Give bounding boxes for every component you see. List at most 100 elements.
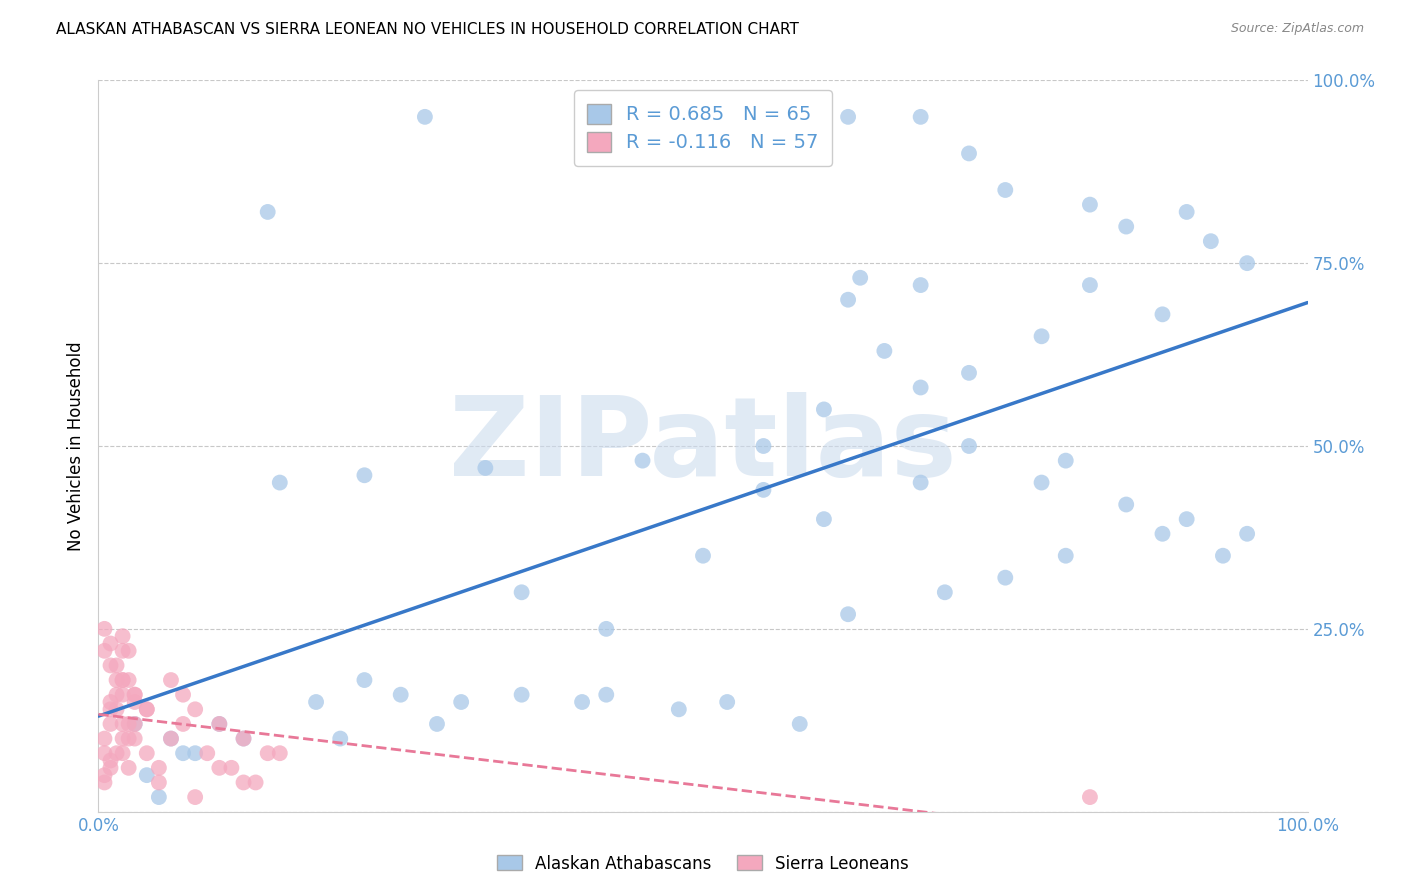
Point [957, 146, 980, 161]
Point [789, 717, 811, 731]
Point [208, 717, 231, 731]
Point [160, 673, 183, 687]
Point [1212, 549, 1234, 563]
Point [571, 695, 593, 709]
Point [389, 688, 412, 702]
Point [849, 270, 872, 285]
Point [329, 731, 352, 746]
Point [111, 644, 134, 658]
Point [1152, 526, 1174, 541]
Point [105, 702, 128, 716]
Point [1175, 205, 1198, 219]
Point [510, 688, 533, 702]
Point [118, 761, 141, 775]
Point [100, 658, 122, 673]
Point [1236, 256, 1258, 270]
Point [93, 731, 115, 746]
Point [105, 688, 128, 702]
Point [910, 278, 932, 293]
Point [232, 731, 254, 746]
Point [353, 468, 375, 483]
Point [256, 205, 278, 219]
Point [1115, 219, 1137, 234]
Point [135, 746, 157, 760]
Point [426, 717, 449, 731]
Point [413, 110, 436, 124]
Point [148, 761, 170, 775]
Point [111, 629, 134, 643]
Point [100, 761, 122, 775]
Point [269, 475, 291, 490]
Point [172, 746, 194, 760]
Point [105, 746, 128, 760]
Point [93, 644, 115, 658]
Point [668, 702, 690, 716]
Legend: Alaskan Athabascans, Sierra Leoneans: Alaskan Athabascans, Sierra Leoneans [491, 848, 915, 880]
Point [100, 695, 122, 709]
Point [111, 731, 134, 746]
Point [994, 183, 1017, 197]
Point [105, 673, 128, 687]
Point [450, 695, 472, 709]
Point [100, 754, 122, 768]
Point [172, 688, 194, 702]
Point [111, 673, 134, 687]
Point [1199, 234, 1222, 248]
Point [93, 775, 115, 789]
Point [124, 717, 146, 731]
Point [124, 717, 146, 731]
Point [1078, 790, 1101, 805]
Point [135, 768, 157, 782]
Point [934, 585, 956, 599]
Point [172, 717, 194, 731]
Point [118, 673, 141, 687]
Text: ALASKAN ATHABASCAN VS SIERRA LEONEAN NO VEHICLES IN HOUSEHOLD CORRELATION CHART: ALASKAN ATHABASCAN VS SIERRA LEONEAN NO … [56, 22, 799, 37]
Point [1236, 526, 1258, 541]
Text: ZIPatlas: ZIPatlas [449, 392, 957, 500]
Point [93, 768, 115, 782]
Point [105, 658, 128, 673]
Point [813, 402, 835, 417]
Point [124, 695, 146, 709]
Point [752, 439, 775, 453]
Point [813, 512, 835, 526]
Point [160, 731, 183, 746]
Point [111, 746, 134, 760]
Point [994, 571, 1017, 585]
Point [1031, 475, 1053, 490]
Point [232, 731, 254, 746]
Point [1078, 197, 1101, 211]
Point [124, 688, 146, 702]
Point [910, 380, 932, 394]
Point [100, 702, 122, 716]
Point [124, 731, 146, 746]
Point [305, 695, 328, 709]
Point [245, 775, 267, 789]
Point [1054, 453, 1077, 467]
Point [118, 644, 141, 658]
Point [232, 775, 254, 789]
Point [111, 688, 134, 702]
Point [195, 746, 218, 760]
Point [1175, 512, 1198, 526]
Point [595, 622, 617, 636]
Point [184, 746, 207, 760]
Point [111, 717, 134, 731]
Point [221, 761, 243, 775]
Point [148, 790, 170, 805]
Text: Source: ZipAtlas.com: Source: ZipAtlas.com [1230, 22, 1364, 36]
Point [184, 790, 207, 805]
Point [124, 688, 146, 702]
Point [184, 702, 207, 716]
Legend: R = 0.685   N = 65, R = -0.116   N = 57: R = 0.685 N = 65, R = -0.116 N = 57 [574, 90, 832, 166]
Point [256, 746, 278, 760]
Point [873, 343, 896, 358]
Point [692, 549, 714, 563]
Point [595, 688, 617, 702]
Point [93, 622, 115, 636]
Point [208, 717, 231, 731]
Point [111, 673, 134, 687]
Point [631, 453, 654, 467]
Point [957, 439, 980, 453]
Point [752, 483, 775, 497]
